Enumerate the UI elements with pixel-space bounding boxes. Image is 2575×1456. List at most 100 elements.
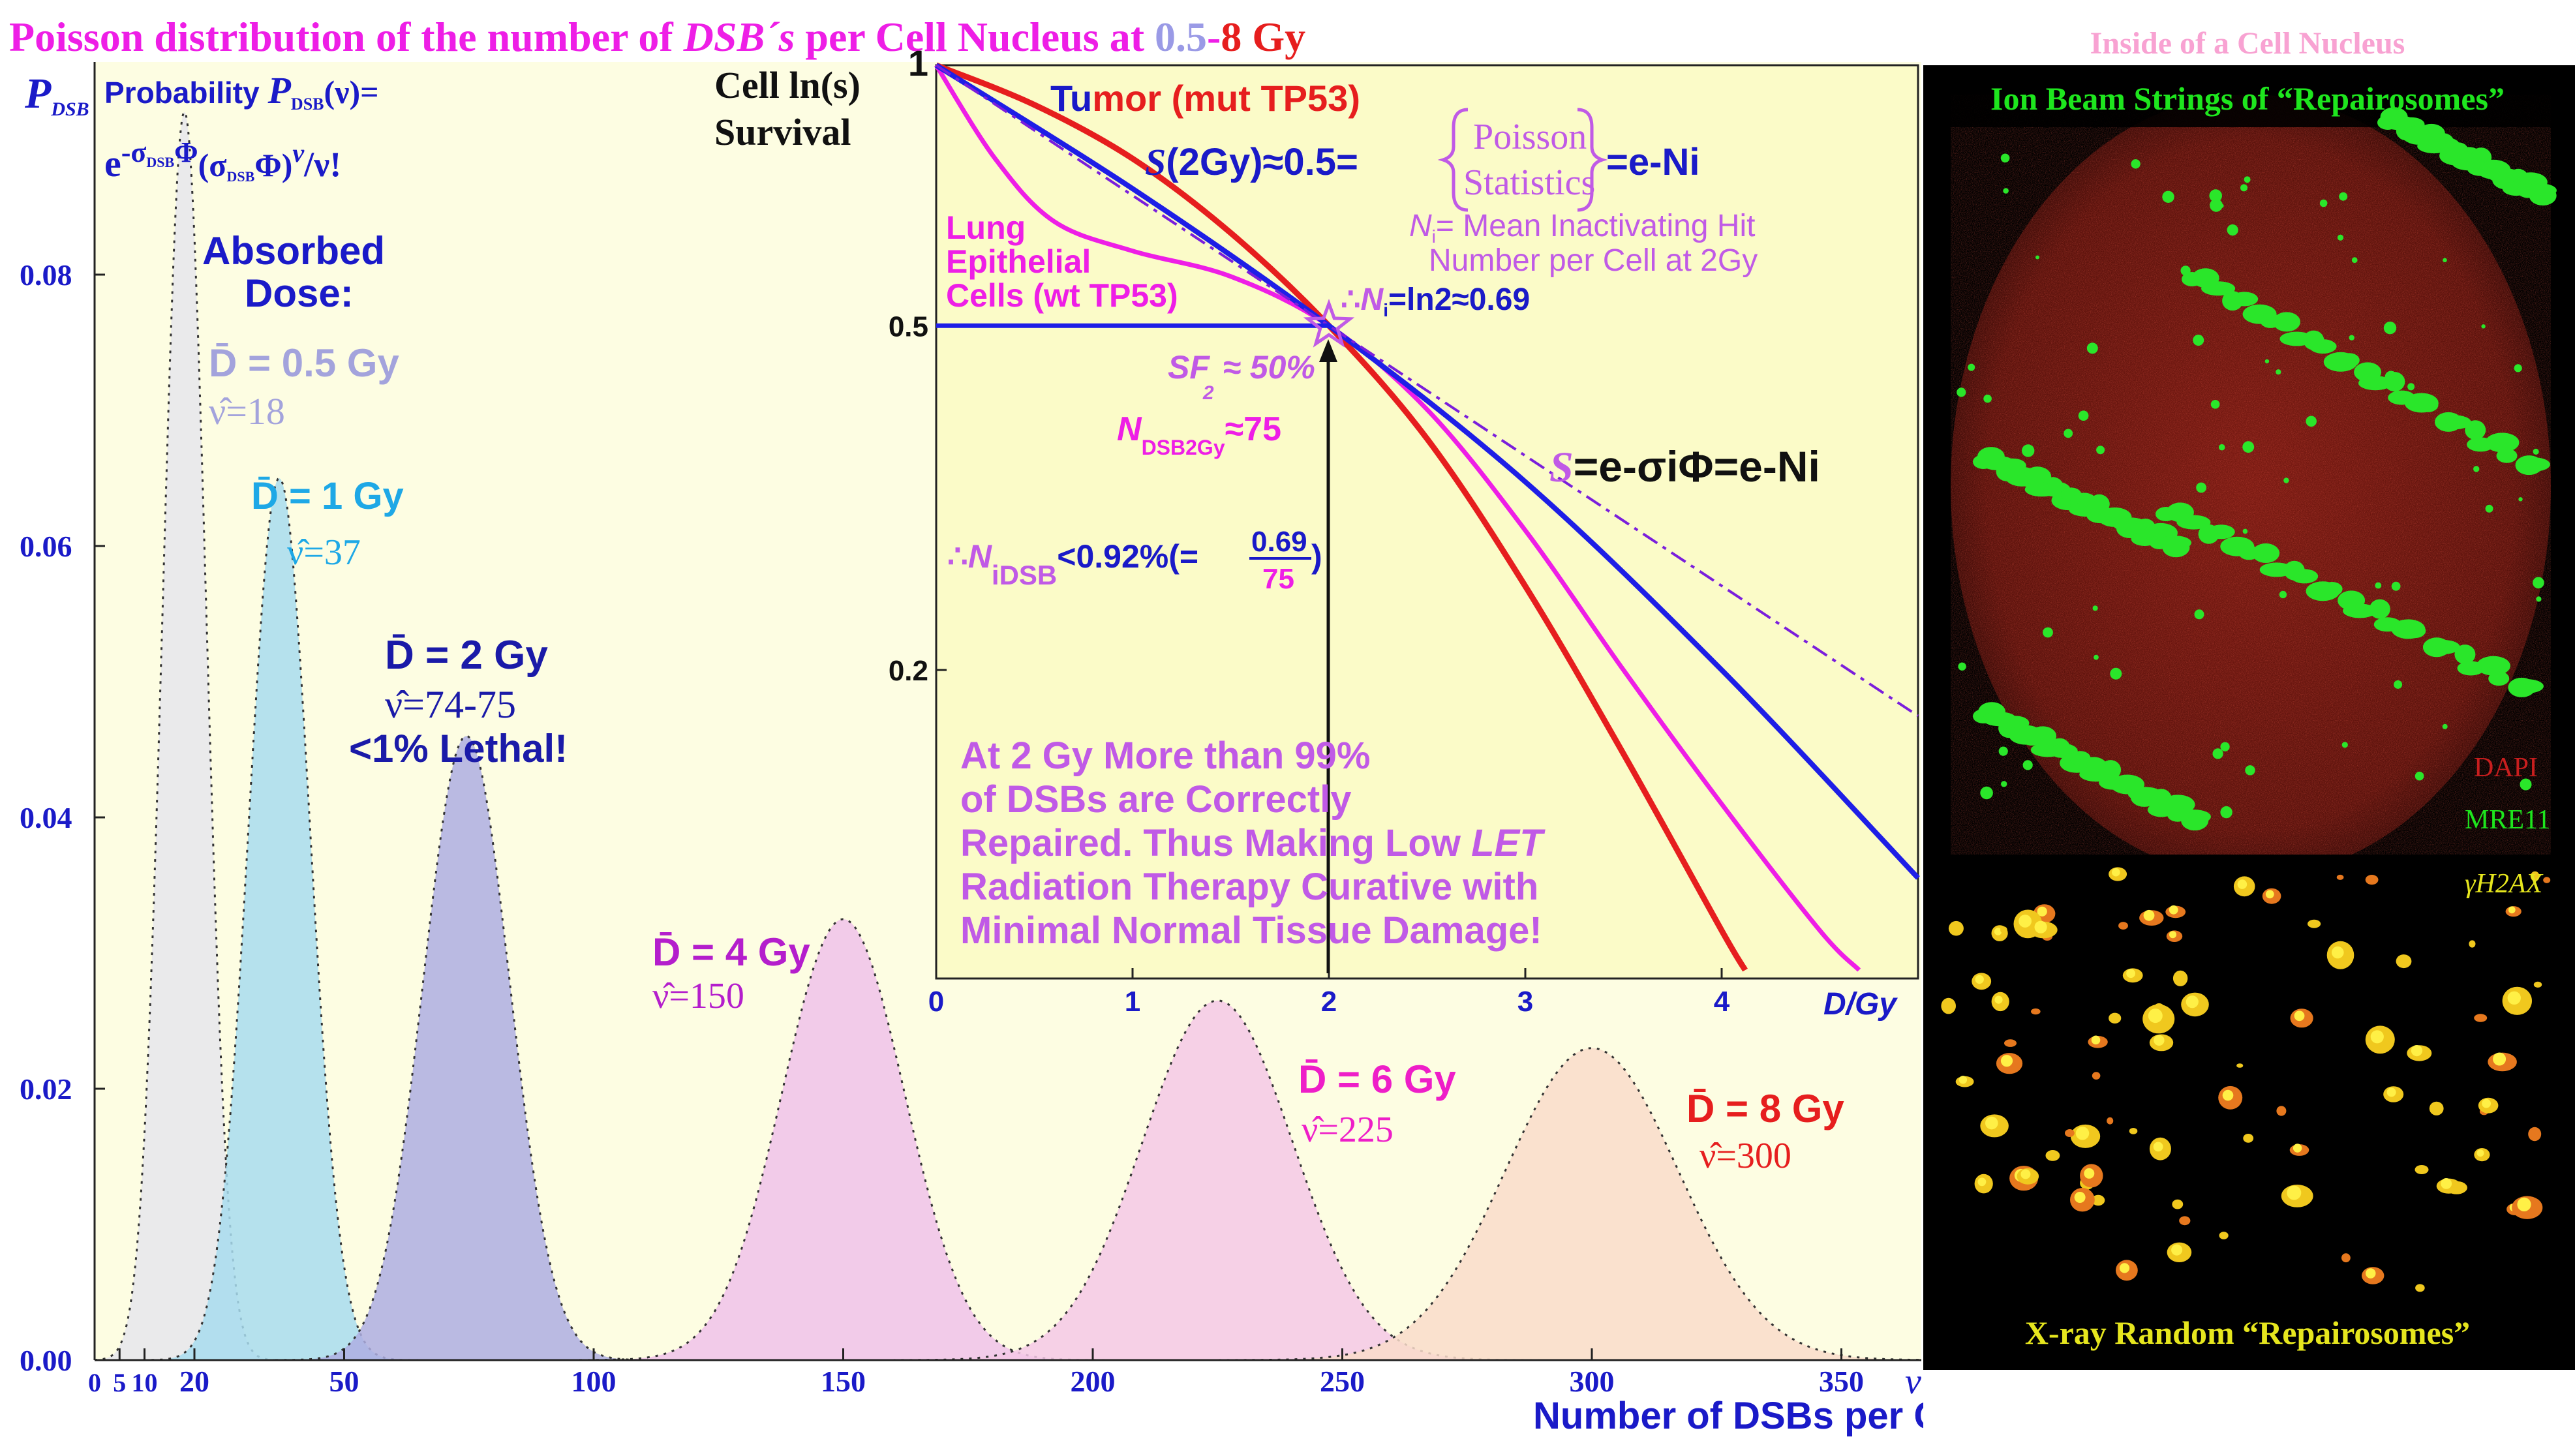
survival-y-label-line2: Survival [714, 111, 851, 153]
poisson-x-tick-label: 20 [179, 1365, 209, 1398]
ion-speck [2442, 723, 2448, 729]
conclusion-line3: Repaired. Thus Making Low LET [960, 822, 1546, 864]
ion-speck [2518, 497, 2523, 502]
ion-speck [2341, 742, 2348, 748]
xray-focus-core [2143, 909, 2155, 921]
xray-focus-core [2091, 1035, 2101, 1045]
absorbed-dose-label-line1: Absorbed [202, 229, 385, 273]
xray-focus-core [2265, 890, 2274, 899]
ion-speck [2279, 590, 2287, 599]
ion-focus [2118, 776, 2139, 791]
conclusion-line2: of DSBs are Correctly [960, 778, 1352, 821]
ion-speck [2240, 184, 2247, 192]
xray-focus [2109, 1012, 2122, 1024]
ion-speck [2443, 258, 2447, 263]
xray-focus-core [2476, 1149, 2484, 1157]
ion-speck [1983, 394, 1992, 403]
ion-focus [2417, 397, 2439, 412]
xray-focus [2276, 1106, 2287, 1116]
ion-speck [2003, 188, 2009, 194]
survival-y-label-line1: Cell ln(s) [714, 64, 861, 106]
xray-focus-core [2126, 969, 2136, 978]
ion-speck [1957, 387, 1966, 397]
xray-focus [2336, 874, 2344, 880]
xray-focus-core [2507, 991, 2521, 1005]
mean-count-label: ν̂=74-75 [385, 683, 516, 726]
ion-speck [2227, 224, 2238, 236]
fraction-close: ) [1311, 538, 1322, 575]
ion-speck [2520, 778, 2532, 791]
ion-speck [2017, 470, 2026, 478]
ion-speck [2385, 371, 2398, 384]
xray-focus-core [2482, 1099, 2491, 1108]
xray-focus [2179, 1216, 2191, 1226]
ion-focus [2509, 679, 2544, 693]
survival-line-3 [935, 64, 1919, 718]
dose-labels: D̄ = 0.5 Gy ν̂=18 D̄ = 1 Gy ν̂=37 D̄ = 2 Gy ν… [209, 341, 1844, 1176]
sf2-arrow-head [1319, 339, 1337, 362]
survival-ticks: 0 1 2 3 4 0.2 0.5 1 [889, 42, 1730, 1018]
ion-speck [2242, 528, 2248, 534]
ion-speck [2064, 429, 2073, 438]
survival-y-tick-label: 0.2 [889, 655, 928, 687]
page-title: Poisson distribution of the number of DS… [9, 14, 1305, 60]
ion-speck [2339, 192, 2348, 201]
survival-line-2 [934, 63, 1920, 880]
lethal-note: <1% Lethal! [349, 727, 568, 770]
ion-speck [2514, 364, 2522, 372]
xray-focus-core [2508, 906, 2516, 914]
conclusion-line4: Radiation Therapy Curative with [960, 866, 1538, 908]
mean-count-label: ν̂=18 [209, 390, 285, 432]
dose-label: D̄ = 8 Gy [1686, 1087, 1844, 1130]
mean-count-label: ν̂=225 [1302, 1110, 1394, 1150]
survival-equation: S=e-σiΦ=e-Ni [1549, 442, 1820, 491]
ion-focus [2426, 639, 2460, 654]
ion-speck [2415, 771, 2424, 781]
xray-focus [2045, 1150, 2060, 1161]
xray-focus-core [2075, 1127, 2090, 1140]
xray-focus [2031, 1008, 2041, 1015]
xray-focus [2429, 1101, 2444, 1115]
xray-focus [2243, 1134, 2254, 1143]
poisson-y-tick-label: 0.04 [20, 801, 72, 834]
xray-title: X-ray Random “Repairosomes” [2025, 1314, 2470, 1351]
ion-focus [2252, 543, 2280, 563]
survival-line-0 [935, 62, 1748, 972]
xray-focus-core [1985, 1116, 1998, 1130]
poisson-x-tick-label: 5 [113, 1368, 126, 1397]
ion-speck [2349, 335, 2354, 341]
ion-focus [2176, 810, 2211, 824]
xray-focus [2415, 1284, 2425, 1292]
xray-focus [2172, 970, 2188, 986]
ion-focus [2516, 457, 2550, 472]
lung-label-1: Lung [946, 209, 1026, 246]
xray-focus-core [2186, 995, 2199, 1009]
xray-micrograph [1923, 855, 2575, 1370]
ion-speck [2022, 444, 2035, 457]
survival-x-tick-label: 4 [1714, 986, 1730, 1018]
ion-focus [2522, 183, 2557, 198]
xray-focus-core [2019, 915, 2032, 928]
survival-x-label: D/Gy [1823, 987, 1898, 1022]
poisson-y-tick-label: 0.06 [20, 530, 72, 563]
xray-focus [2543, 877, 2551, 883]
xray-focus [1948, 920, 1964, 936]
poisson-y-tick-label: 0.08 [20, 258, 72, 292]
poisson-equals: =e-Ni [1606, 141, 1699, 183]
xray-focus-core [1994, 928, 2002, 935]
survival-x-tick-label: 1 [1125, 986, 1140, 1018]
ion-speck [2391, 581, 2401, 591]
xray-focus [2000, 926, 2007, 933]
ion-speck [2094, 654, 2099, 660]
survival-line-1 [934, 64, 1861, 972]
dapi-label: DAPI [2474, 753, 2538, 783]
xray-focus [2415, 1165, 2429, 1174]
ion-speck [2375, 582, 2382, 589]
bottom-strip [1923, 1370, 2575, 1456]
xray-focus-core [2493, 1052, 2506, 1066]
xray-focus [2341, 1253, 2351, 1263]
ion-speck [2383, 322, 2397, 335]
ion-focus [2309, 339, 2337, 354]
xray-focus-core [2148, 1009, 2163, 1024]
